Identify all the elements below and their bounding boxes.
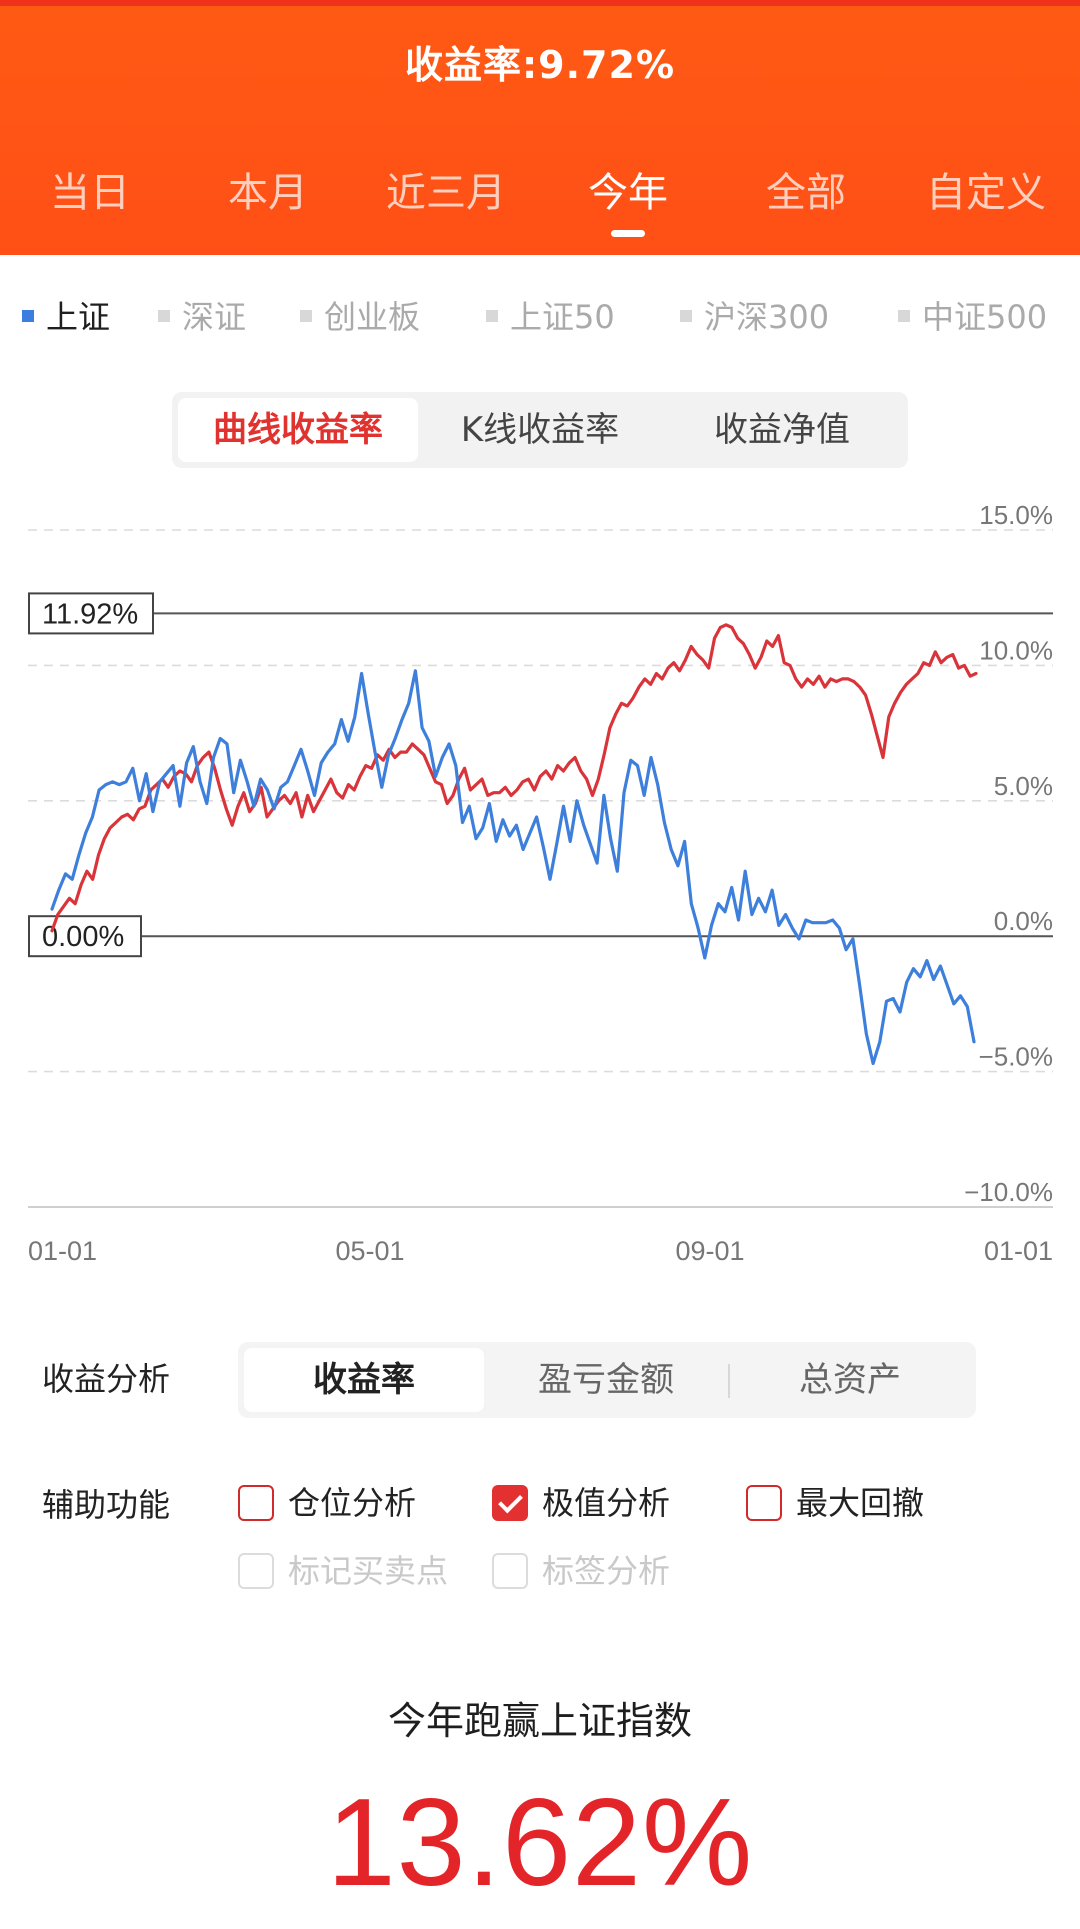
summary-title: 今年跑赢上证指数 (387, 1699, 692, 1743)
legend-square-icon (898, 310, 910, 322)
analysis-tabs: 收益率 盈亏金额 总资产 (238, 1342, 976, 1418)
index-item-label: 深证 (182, 298, 247, 336)
marker-label: 0.00% (42, 921, 124, 953)
x-tick-label: 05-01 (335, 1236, 404, 1266)
tab-this-year[interactable]: 今年 (588, 170, 668, 216)
tab-curve-return[interactable]: 曲线收益率 (178, 398, 418, 462)
header-bar: 收益率:9.72% 当日 本月 近三月 今年 全部 自定义 (0, 0, 1080, 255)
tab-kline-return[interactable]: K线收益率 (460, 410, 620, 450)
tab-this-month[interactable]: 本月 (228, 170, 308, 216)
return-line-chart[interactable]: 15.0% 10.0% 5.0% 0.0% −5.0% −10.0% 01-01 05-01 0… (0, 480, 1080, 1280)
checkmark-icon (492, 1485, 528, 1521)
marker-label: 11.92% (42, 598, 138, 630)
checkbox-icon (746, 1485, 782, 1521)
checkbox-icon (492, 1553, 528, 1589)
marker-label-box (28, 915, 142, 958)
checkbox-icon (238, 1553, 274, 1589)
index-item-label: 沪深300 (704, 298, 830, 336)
index-selector: 上证 深证 创业板 上证50 沪深300 中证500 (0, 292, 1080, 336)
checkbox-label: 标记买卖点 (288, 1552, 449, 1590)
index-item-label: 创业板 (324, 298, 421, 336)
tab-return-rate[interactable]: 收益率 (244, 1348, 484, 1412)
checkbox-mark-trades: 标记买卖点 (238, 1546, 448, 1590)
y-tick-label: 5.0% (994, 771, 1053, 801)
checkbox-icon (238, 1485, 274, 1521)
index-item-shanghai[interactable]: 上证 (22, 292, 110, 338)
legend-square-icon (486, 310, 498, 322)
legend-square-icon (680, 310, 692, 322)
index-item-chinext[interactable]: 创业板 (300, 292, 420, 338)
index-item-label: 上证50 (510, 298, 615, 336)
legend-square-icon (300, 310, 312, 322)
x-tick-label: 09-01 (675, 1236, 744, 1266)
tab-profit-loss[interactable]: 盈亏金额 (538, 1360, 674, 1400)
checkbox-max-drawdown[interactable]: 最大回撤 (746, 1478, 924, 1522)
y-tick-label: 0.0% (994, 906, 1053, 936)
index-item-csi500[interactable]: 中证500 (898, 292, 1047, 338)
analysis-label: 收益分析 (42, 1360, 171, 1398)
index-item-label: 中证500 (922, 298, 1048, 336)
checkbox-label: 极值分析 (542, 1484, 671, 1522)
y-tick-label: −5.0% (979, 1042, 1053, 1072)
tab-total-assets[interactable]: 总资产 (799, 1360, 901, 1400)
index-return-line (50, 669, 976, 1066)
tab-all[interactable]: 全部 (766, 170, 846, 216)
portfolio-return-line (50, 623, 978, 933)
tab-custom[interactable]: 自定义 (926, 170, 1046, 216)
checkbox-label: 仓位分析 (288, 1484, 417, 1522)
y-tick-label: 10.0% (979, 635, 1053, 665)
y-tick-label: 15.0% (979, 500, 1053, 530)
legend-square-icon (22, 310, 34, 322)
index-item-label: 上证 (46, 298, 111, 336)
x-tick-label: 01-01 (984, 1236, 1053, 1266)
marker-label-box (28, 592, 154, 635)
checkbox-label: 最大回撤 (796, 1484, 925, 1522)
header-top-edge (0, 0, 1080, 6)
checkbox-label: 标签分析 (542, 1552, 671, 1590)
index-item-sse50[interactable]: 上证50 (486, 292, 615, 338)
summary-value: 13.62% (326, 1774, 754, 1912)
tab-net-value[interactable]: 收益净值 (714, 410, 850, 450)
tab-today[interactable]: 当日 (50, 170, 130, 216)
tab-divider (728, 1364, 730, 1398)
page-title: 收益率:9.72% (404, 43, 676, 87)
aux-label: 辅助功能 (42, 1486, 171, 1524)
checkbox-extreme-analysis[interactable]: 极值分析 (492, 1478, 670, 1522)
index-item-csi300[interactable]: 沪深300 (680, 292, 829, 338)
checkbox-position-analysis[interactable]: 仓位分析 (238, 1478, 416, 1522)
x-tick-label: 01-01 (28, 1236, 97, 1266)
chart-mode-tabs: 曲线收益率 K线收益率 收益净值 (172, 392, 908, 468)
index-item-shenzhen[interactable]: 深证 (158, 292, 246, 338)
tab-last-three-months[interactable]: 近三月 (386, 170, 506, 216)
checkbox-tag-analysis: 标签分析 (492, 1546, 670, 1590)
y-tick-label: −10.0% (964, 1177, 1053, 1207)
legend-square-icon (158, 310, 170, 322)
active-tab-indicator (611, 230, 645, 237)
period-tabs: 当日 本月 近三月 今年 全部 自定义 (0, 160, 1080, 237)
